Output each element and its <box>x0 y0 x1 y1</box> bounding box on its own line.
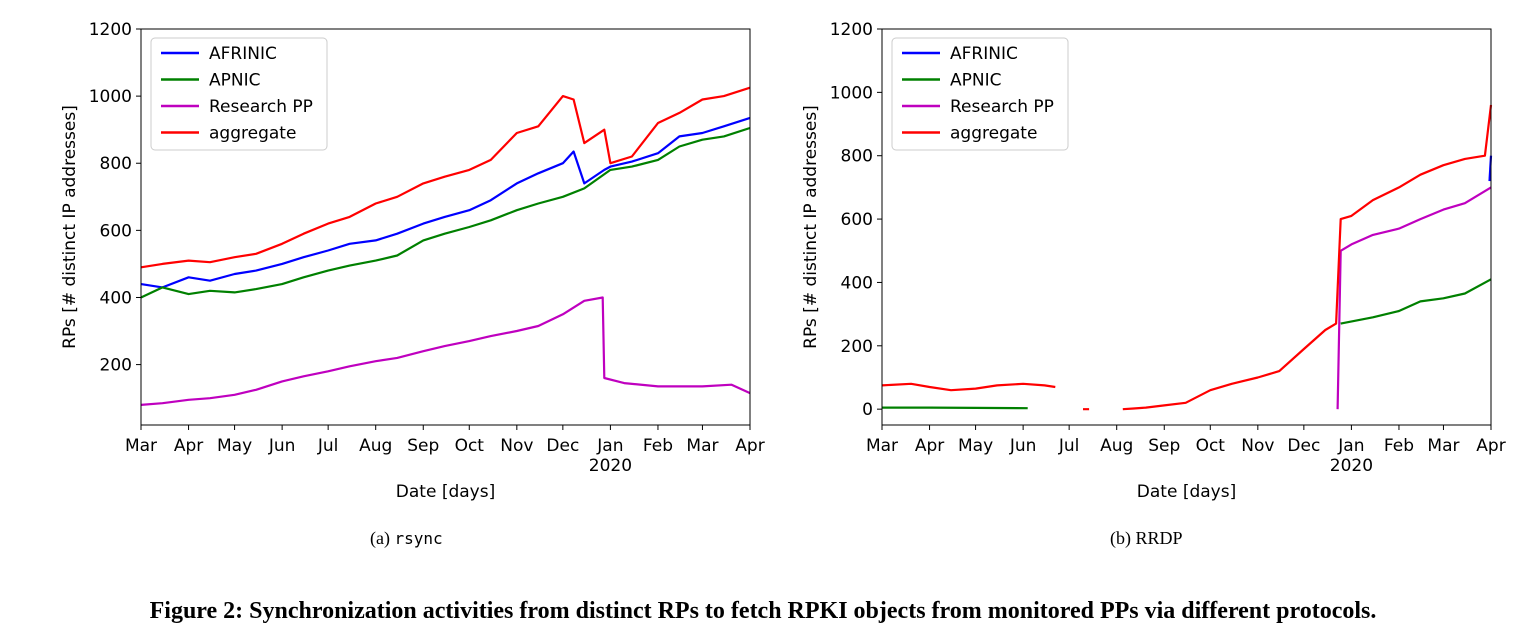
plot-frame <box>881 28 1492 426</box>
legend-label: aggregate <box>950 124 1037 144</box>
x-tick-label: Jun <box>268 436 296 456</box>
x-tick-label: Jan <box>1337 436 1364 456</box>
subcaption-b-text: RRDP <box>1135 528 1183 548</box>
legend-label: Research PP <box>209 97 313 117</box>
subcaption-b-label: (b) <box>1110 528 1131 548</box>
y-tick-label: 600 <box>100 221 132 241</box>
chart-rrdp: 0 200 400 600 800 1000 1200 Mar Apr May Jun Jul Aug S… <box>801 20 1506 502</box>
x-tick-year-label: 2020 <box>1330 456 1373 476</box>
series-line-aggregate <box>140 86 751 269</box>
x-tick-label: Dec <box>546 436 579 456</box>
y-tick-label: 200 <box>100 356 132 376</box>
legend-label: APNIC <box>950 71 1001 91</box>
series-line-apnic <box>140 126 751 299</box>
x-tick-label: Apr <box>174 436 203 456</box>
x-tick-label: Dec <box>1287 436 1320 456</box>
x-tick-label: Mar <box>866 436 898 456</box>
series-line-research-pp <box>140 296 751 406</box>
x-tick-label: Sep <box>1148 436 1180 456</box>
x-tick-label: Apr <box>1476 436 1505 456</box>
plot-frame <box>140 28 751 426</box>
x-tick-label: Jul <box>317 436 339 456</box>
x-tick-label: Mar <box>686 436 718 456</box>
y-tick-label: 1000 <box>89 87 132 107</box>
series-line-apnic <box>882 278 1492 410</box>
y-tick-label: 800 <box>100 154 132 174</box>
x-tick-label: Jun <box>1009 436 1037 456</box>
y-tick-label: 1200 <box>89 20 132 40</box>
x-tick-label: Jul <box>1058 436 1080 456</box>
x-tick-label: Aug <box>359 436 392 456</box>
series-line-afrinic <box>140 116 751 289</box>
legend-label: Research PP <box>950 97 1054 117</box>
y-tick-label: 600 <box>841 210 873 230</box>
legend-box <box>150 37 328 151</box>
series-line-aggregate <box>881 104 1493 411</box>
x-tick-label: Mar <box>1427 436 1459 456</box>
y-tick-label: 800 <box>841 147 873 167</box>
y-tick-label: 1000 <box>830 83 873 103</box>
x-tick-label: May <box>217 436 252 456</box>
x-tick-label: Apr <box>735 436 764 456</box>
legend-label: AFRINIC <box>950 44 1018 64</box>
x-tick-label: May <box>958 436 993 456</box>
x-tick-label: Feb <box>1384 436 1414 456</box>
x-tick-year-label: 2020 <box>589 456 632 476</box>
subcaption-b: (b) RRDP <box>1110 528 1183 549</box>
y-tick-label: 1200 <box>830 20 873 40</box>
x-tick-label: Apr <box>915 436 944 456</box>
y-tick-label: 400 <box>100 288 132 308</box>
legend-label: AFRINIC <box>209 44 277 64</box>
subcaption-a: (a) rsync <box>370 528 443 549</box>
x-axis-label: Date [days] <box>396 482 495 502</box>
y-axis-label: RPs [# distinct IP addresses] <box>801 105 821 349</box>
x-axis-label: Date [days] <box>1137 482 1236 502</box>
x-tick-label: Sep <box>407 436 439 456</box>
legend-box <box>891 37 1069 151</box>
y-tick-label: 0 <box>862 400 873 420</box>
x-tick-label: Nov <box>1241 436 1274 456</box>
x-tick-label: Aug <box>1100 436 1133 456</box>
chart-rsync: 200 400 600 800 1000 1200 Mar Apr May Jun Jul Aug Se… <box>60 20 765 502</box>
x-tick-label: Jan <box>596 436 623 456</box>
legend-label: APNIC <box>209 71 260 91</box>
x-tick-label: Feb <box>643 436 673 456</box>
legend-label: aggregate <box>209 124 296 144</box>
x-tick-label: Oct <box>455 436 485 456</box>
y-tick-label: 200 <box>841 337 873 357</box>
x-tick-label: Mar <box>125 436 157 456</box>
series-line-research-pp <box>1336 186 1492 410</box>
x-tick-label: Nov <box>500 436 533 456</box>
y-axis-label: RPs [# distinct IP addresses] <box>60 105 80 349</box>
subcaption-a-label: (a) <box>370 528 390 548</box>
y-tick-label: 400 <box>841 273 873 293</box>
figure-caption: Figure 2: Synchronization activities fro… <box>149 598 1377 624</box>
subcaption-a-text: rsync <box>394 529 443 548</box>
x-tick-label: Oct <box>1196 436 1226 456</box>
